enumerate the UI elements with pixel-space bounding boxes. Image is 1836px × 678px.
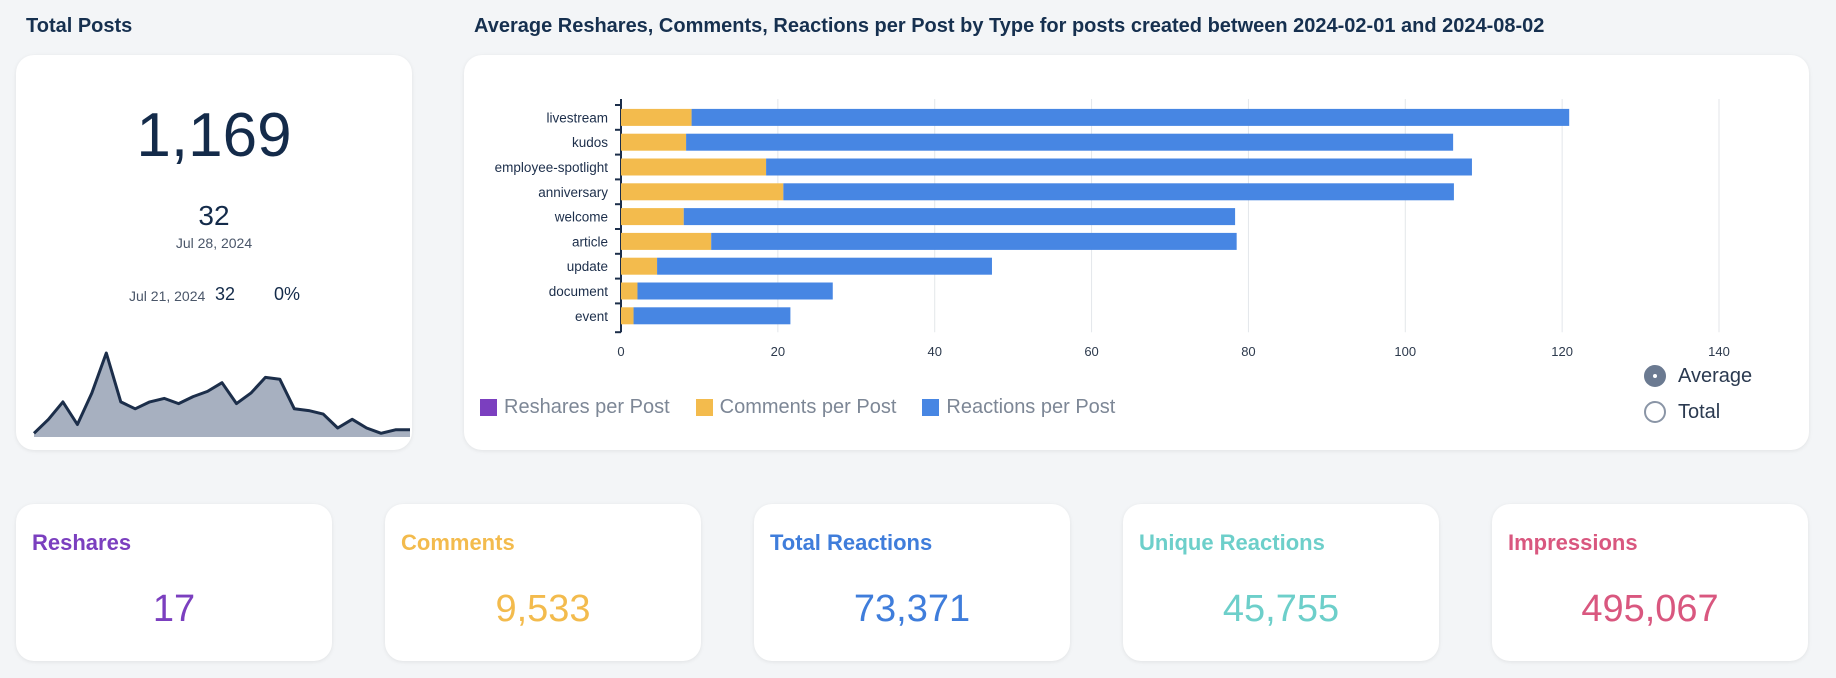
bar-segment[interactable]	[621, 133, 687, 151]
chart-legend: Reshares per Post Comments per Post Reac…	[480, 396, 1141, 419]
mode-label-total: Total	[1678, 400, 1721, 423]
posts-sparkline[interactable]	[32, 345, 412, 437]
bar-segment[interactable]	[621, 232, 712, 250]
mode-label-average: Average	[1678, 364, 1753, 387]
legend-label-comments: Comments per Post	[719, 396, 897, 418]
x-tick-label: 120	[1551, 344, 1573, 359]
bar-segment[interactable]	[621, 307, 634, 325]
kpi-card-comments: Comments 9,533	[385, 504, 701, 661]
legend-label-reactions: Reactions per Post	[946, 396, 1116, 418]
category-label: anniversary	[538, 185, 608, 200]
kpi-card-impressions: Impressions 495,067	[1492, 504, 1808, 661]
legend-swatch-reshares	[480, 399, 497, 416]
legend-swatch-comments	[695, 399, 713, 416]
radio-average[interactable]	[1644, 365, 1666, 387]
kpi-value-unique-reactions: 45,755	[1222, 588, 1340, 630]
x-tick-label: 80	[1241, 344, 1255, 359]
kpi-label-reshares: Reshares	[32, 530, 132, 555]
engagement-chart-card: 0 20 40 60 80 100 120 140 livestream kudos employe…	[464, 55, 1809, 450]
kpi-label-unique-reactions: Unique Reactions	[1139, 530, 1325, 555]
total-posts-card: 1,169 32 Jul 28, 2024 Jul 21, 2024 32 0%	[16, 55, 412, 450]
bar-segment[interactable]	[621, 282, 638, 300]
kpi-value-impressions: 495,067	[1581, 588, 1719, 630]
kpi-label-impressions: Impressions	[1508, 530, 1638, 555]
x-tick-label: 40	[927, 344, 941, 359]
previous-week-date: Jul 21, 2024	[129, 288, 206, 304]
chart-title: Average Reshares, Comments, Reactions pe…	[474, 15, 1545, 37]
category-label: livestream	[546, 110, 608, 125]
bar-segment[interactable]	[686, 133, 1454, 151]
kpi-card-unique-reactions: Unique Reactions 45,755	[1123, 504, 1439, 661]
week-change-percent: 0%	[274, 284, 301, 304]
total-posts-title: Total Posts	[26, 15, 133, 37]
category-label: document	[549, 284, 609, 299]
latest-week-date: Jul 28, 2024	[175, 235, 253, 251]
x-tick-label: 60	[1084, 344, 1098, 359]
bar-segment[interactable]	[783, 183, 1454, 201]
category-label: employee-spotlight	[495, 160, 609, 175]
category-label: kudos	[572, 135, 608, 150]
bar-segment[interactable]	[621, 208, 684, 226]
kpi-card-reshares: Reshares 17	[16, 504, 332, 661]
bar-segment[interactable]	[621, 158, 767, 176]
bar-segment[interactable]	[766, 158, 1472, 176]
bar-segment[interactable]	[711, 232, 1237, 250]
x-tick-label: 20	[771, 344, 785, 359]
category-label: welcome	[554, 210, 608, 225]
previous-week-value: 32	[215, 284, 236, 304]
latest-week-value: 32	[198, 200, 230, 231]
bar-segment[interactable]	[637, 282, 833, 300]
bar-segment[interactable]	[621, 257, 658, 275]
category-label: article	[572, 234, 608, 249]
category-label: event	[575, 309, 608, 324]
sparkline-line	[32, 351, 410, 435]
bar-segment[interactable]	[657, 257, 992, 275]
legend-label-reshares: Reshares per Post	[504, 396, 670, 418]
legend-swatch-reactions	[922, 399, 940, 416]
legend-item-reshares[interactable]: Reshares per Post	[480, 396, 670, 419]
x-tick-label: 100	[1394, 344, 1416, 359]
mode-radio-group: Average Total	[1644, 358, 1752, 430]
engagement-bar-chart[interactable]: 0 20 40 60 80 100 120 140 livestream kudos employe…	[464, 55, 1809, 375]
kpi-label-total-reactions: Total Reactions	[770, 530, 933, 555]
mode-option-average[interactable]: Average	[1644, 358, 1752, 394]
kpi-value-total-reactions: 73,371	[853, 588, 971, 630]
bar-segment[interactable]	[691, 108, 1570, 126]
radio-total[interactable]	[1644, 401, 1666, 423]
mode-option-total[interactable]: Total	[1644, 394, 1752, 430]
x-tick-label: 0	[617, 344, 624, 359]
bar-segment[interactable]	[683, 208, 1236, 226]
kpi-card-total-reactions: Total Reactions 73,371	[754, 504, 1070, 661]
legend-item-reactions[interactable]: Reactions per Post	[922, 396, 1115, 419]
category-label: update	[567, 259, 608, 274]
kpi-label-comments: Comments	[401, 530, 515, 555]
sparkline-area	[34, 353, 410, 437]
legend-item-comments[interactable]: Comments per Post	[695, 396, 897, 419]
kpi-value-comments: 9,533	[495, 588, 591, 630]
x-tick-label: 140	[1708, 344, 1730, 359]
bar-segment[interactable]	[633, 307, 791, 325]
total-posts-value: 1,169	[136, 101, 292, 170]
kpi-value-reshares: 17	[152, 588, 196, 630]
bar-segment[interactable]	[621, 108, 692, 126]
bar-segment[interactable]	[621, 183, 784, 201]
